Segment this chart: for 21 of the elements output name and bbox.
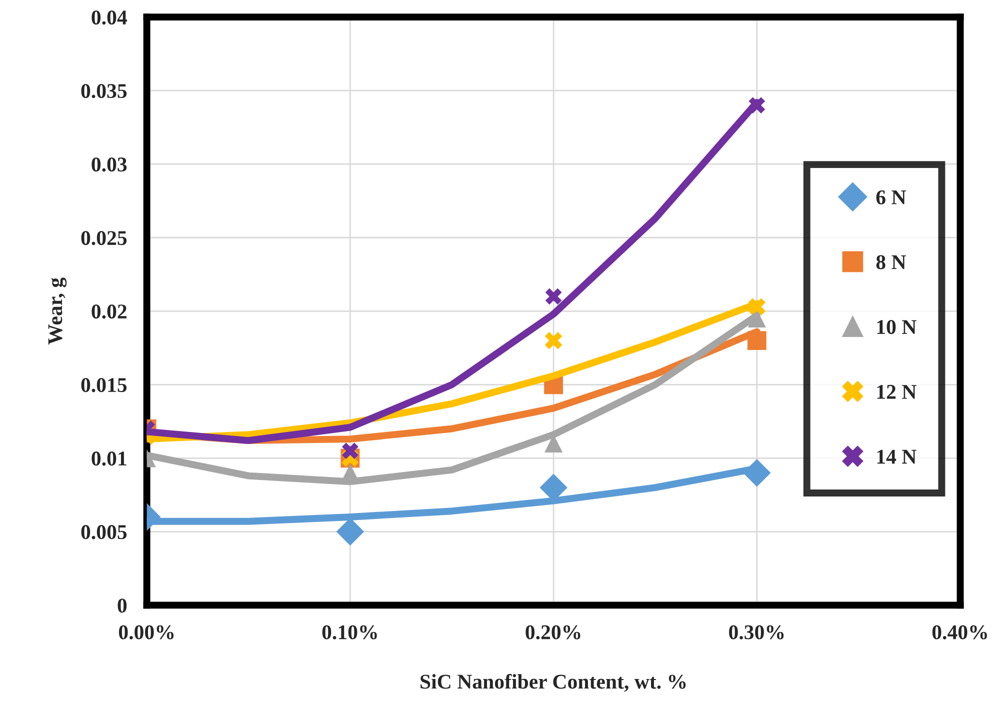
legend-label: 6 N xyxy=(876,190,906,204)
y-tick-label: 0.005 xyxy=(81,525,127,540)
y-tick-label: 0.04 xyxy=(92,10,127,25)
x-tick-label: 0.40% xyxy=(932,625,987,640)
legend-label: 8 N xyxy=(876,255,906,270)
x-axis-title: SiC Nanofiber Content, wt. % xyxy=(420,674,686,692)
y-tick-label: 0.02 xyxy=(92,304,126,319)
x-tick-label: 0.30% xyxy=(729,625,784,640)
legend-label: 14 N xyxy=(877,450,916,464)
x-tick-label: 0.10% xyxy=(322,625,377,640)
x-tick-label: 0.00% xyxy=(118,625,174,640)
y-tick-label: 0.035 xyxy=(81,84,127,98)
y-tick-label: 0.01 xyxy=(92,452,126,466)
x-tick-label: 0.20% xyxy=(526,625,580,640)
y-axis-title: Wear, g xyxy=(48,278,67,345)
y-tick-label: 0.025 xyxy=(81,231,127,246)
y-tick-label: 0.03 xyxy=(92,157,127,172)
legend-label: 10 N xyxy=(877,320,916,334)
legend-label: 12 N xyxy=(877,384,916,399)
y-tick-label: 0.015 xyxy=(81,378,127,392)
y-tick-label: 0 xyxy=(118,598,127,613)
